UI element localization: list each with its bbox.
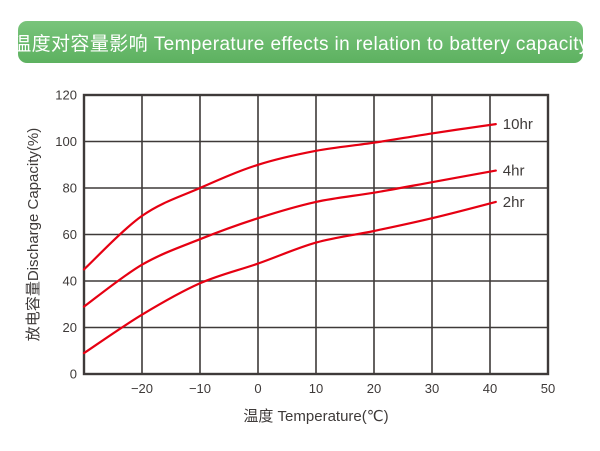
chart-title: 温度对容量影响 Temperature effects in relation … (12, 33, 589, 55)
series-label-2hr: 2hr (503, 194, 525, 211)
x-axis-title: 温度 Temperature(℃) (243, 408, 388, 425)
y-tick-label: 120 (55, 88, 77, 103)
y-tick-label: 60 (63, 227, 77, 242)
x-tick-label: −10 (189, 381, 211, 396)
y-axis-title: 放电容量Discharge Capacity(%) (25, 128, 42, 341)
series-label-4hr: 4hr (503, 163, 525, 180)
series-curve-4hr (82, 169, 497, 308)
plot-border (82, 93, 550, 376)
x-tick-label: 40 (483, 381, 497, 396)
series-curve-10hr (82, 123, 497, 271)
series-curve-2hr (82, 200, 497, 355)
y-tick-label: 80 (63, 181, 77, 196)
x-tick-label: 0 (254, 381, 261, 396)
y-tick-label: 20 (63, 320, 77, 335)
y-tick-label: 100 (55, 134, 77, 149)
x-tick-label: 50 (541, 381, 555, 396)
x-tick-label: 30 (425, 381, 439, 396)
x-tick-label: 20 (367, 381, 381, 396)
y-tick-label: 40 (63, 274, 77, 289)
x-tick-label: 10 (309, 381, 323, 396)
x-tick-label: −20 (131, 381, 153, 396)
chart-title-banner: 温度对容量影响 Temperature effects in relation … (12, 21, 588, 63)
series-label-10hr: 10hr (503, 116, 533, 133)
y-tick-label: 0 (70, 367, 77, 382)
